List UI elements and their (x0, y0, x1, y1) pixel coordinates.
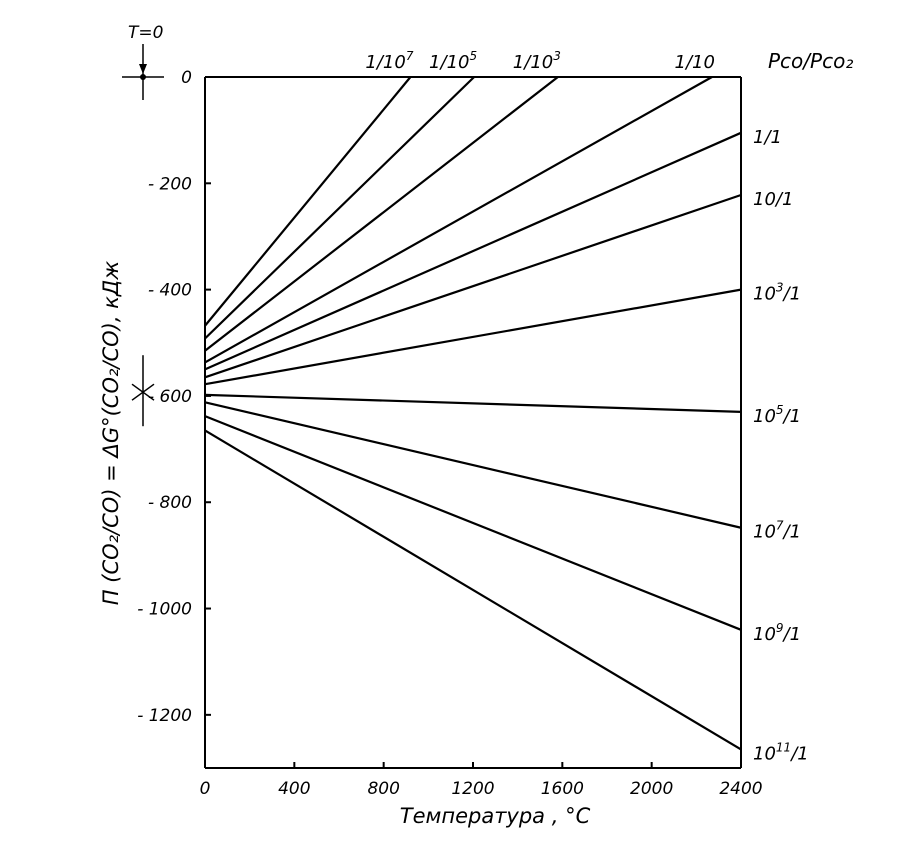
x-tick-label: 0 (200, 779, 211, 799)
labels: 0 - 200 - 400 - 600 - 800 - 1000 - 1200 0 400 800… (137, 49, 853, 799)
series-label: 105/1 (753, 403, 801, 427)
x-tick-label: 2000 (630, 779, 673, 799)
y-tick-label: - 200 (148, 174, 192, 194)
y-tick-label: - 400 (148, 281, 192, 301)
t0-point (140, 74, 146, 80)
series-label: 1011/1 (753, 740, 809, 764)
t0-cross-diag-2 (131, 383, 155, 401)
series-label: 1/105 (429, 49, 477, 73)
series-line (204, 288, 742, 386)
series-line (204, 76, 475, 340)
x-tick-label: 1600 (541, 779, 584, 799)
x-tick-label: 800 (367, 779, 399, 799)
series-line (204, 429, 742, 751)
y-axis-title: Π (CO₂/CO) = ΔG°(CO₂/CO), кДж (99, 261, 123, 606)
series-label: 1/103 (513, 49, 561, 73)
series-line (204, 415, 742, 631)
series-line (204, 393, 742, 413)
series-label: 103/1 (753, 281, 801, 305)
ratio-header: Pco/Pco₂ (768, 49, 853, 73)
series-line (204, 131, 742, 371)
series-label: 10/1 (753, 189, 793, 210)
y-tick-label: - 1200 (137, 706, 192, 726)
series-label: 1/10 (675, 52, 715, 73)
series-label: 107/1 (753, 519, 801, 543)
series-lines (204, 76, 742, 751)
series-label: 1/107 (365, 49, 413, 73)
t0-label: T=0 (128, 23, 163, 43)
series-line (204, 401, 742, 529)
x-axis-title: Температура , °С (400, 804, 591, 828)
series-line (204, 76, 559, 352)
series-label: 1/1 (753, 127, 782, 148)
x-tick-label: 2400 (719, 779, 762, 799)
series-line (204, 76, 412, 327)
x-tick-label: 400 (278, 779, 310, 799)
y-tick-label: - 1000 (137, 600, 192, 620)
series-label: 109/1 (753, 621, 801, 645)
x-tick-label: 1200 (451, 779, 494, 799)
axes (122, 44, 742, 769)
y-tick-label: - 600 (148, 387, 192, 407)
series-line (204, 76, 713, 364)
series-line (204, 193, 742, 379)
y-tick-label: - 800 (148, 493, 192, 513)
y-tick-label: 0 (181, 68, 192, 88)
t0-arrow-head (139, 64, 147, 74)
